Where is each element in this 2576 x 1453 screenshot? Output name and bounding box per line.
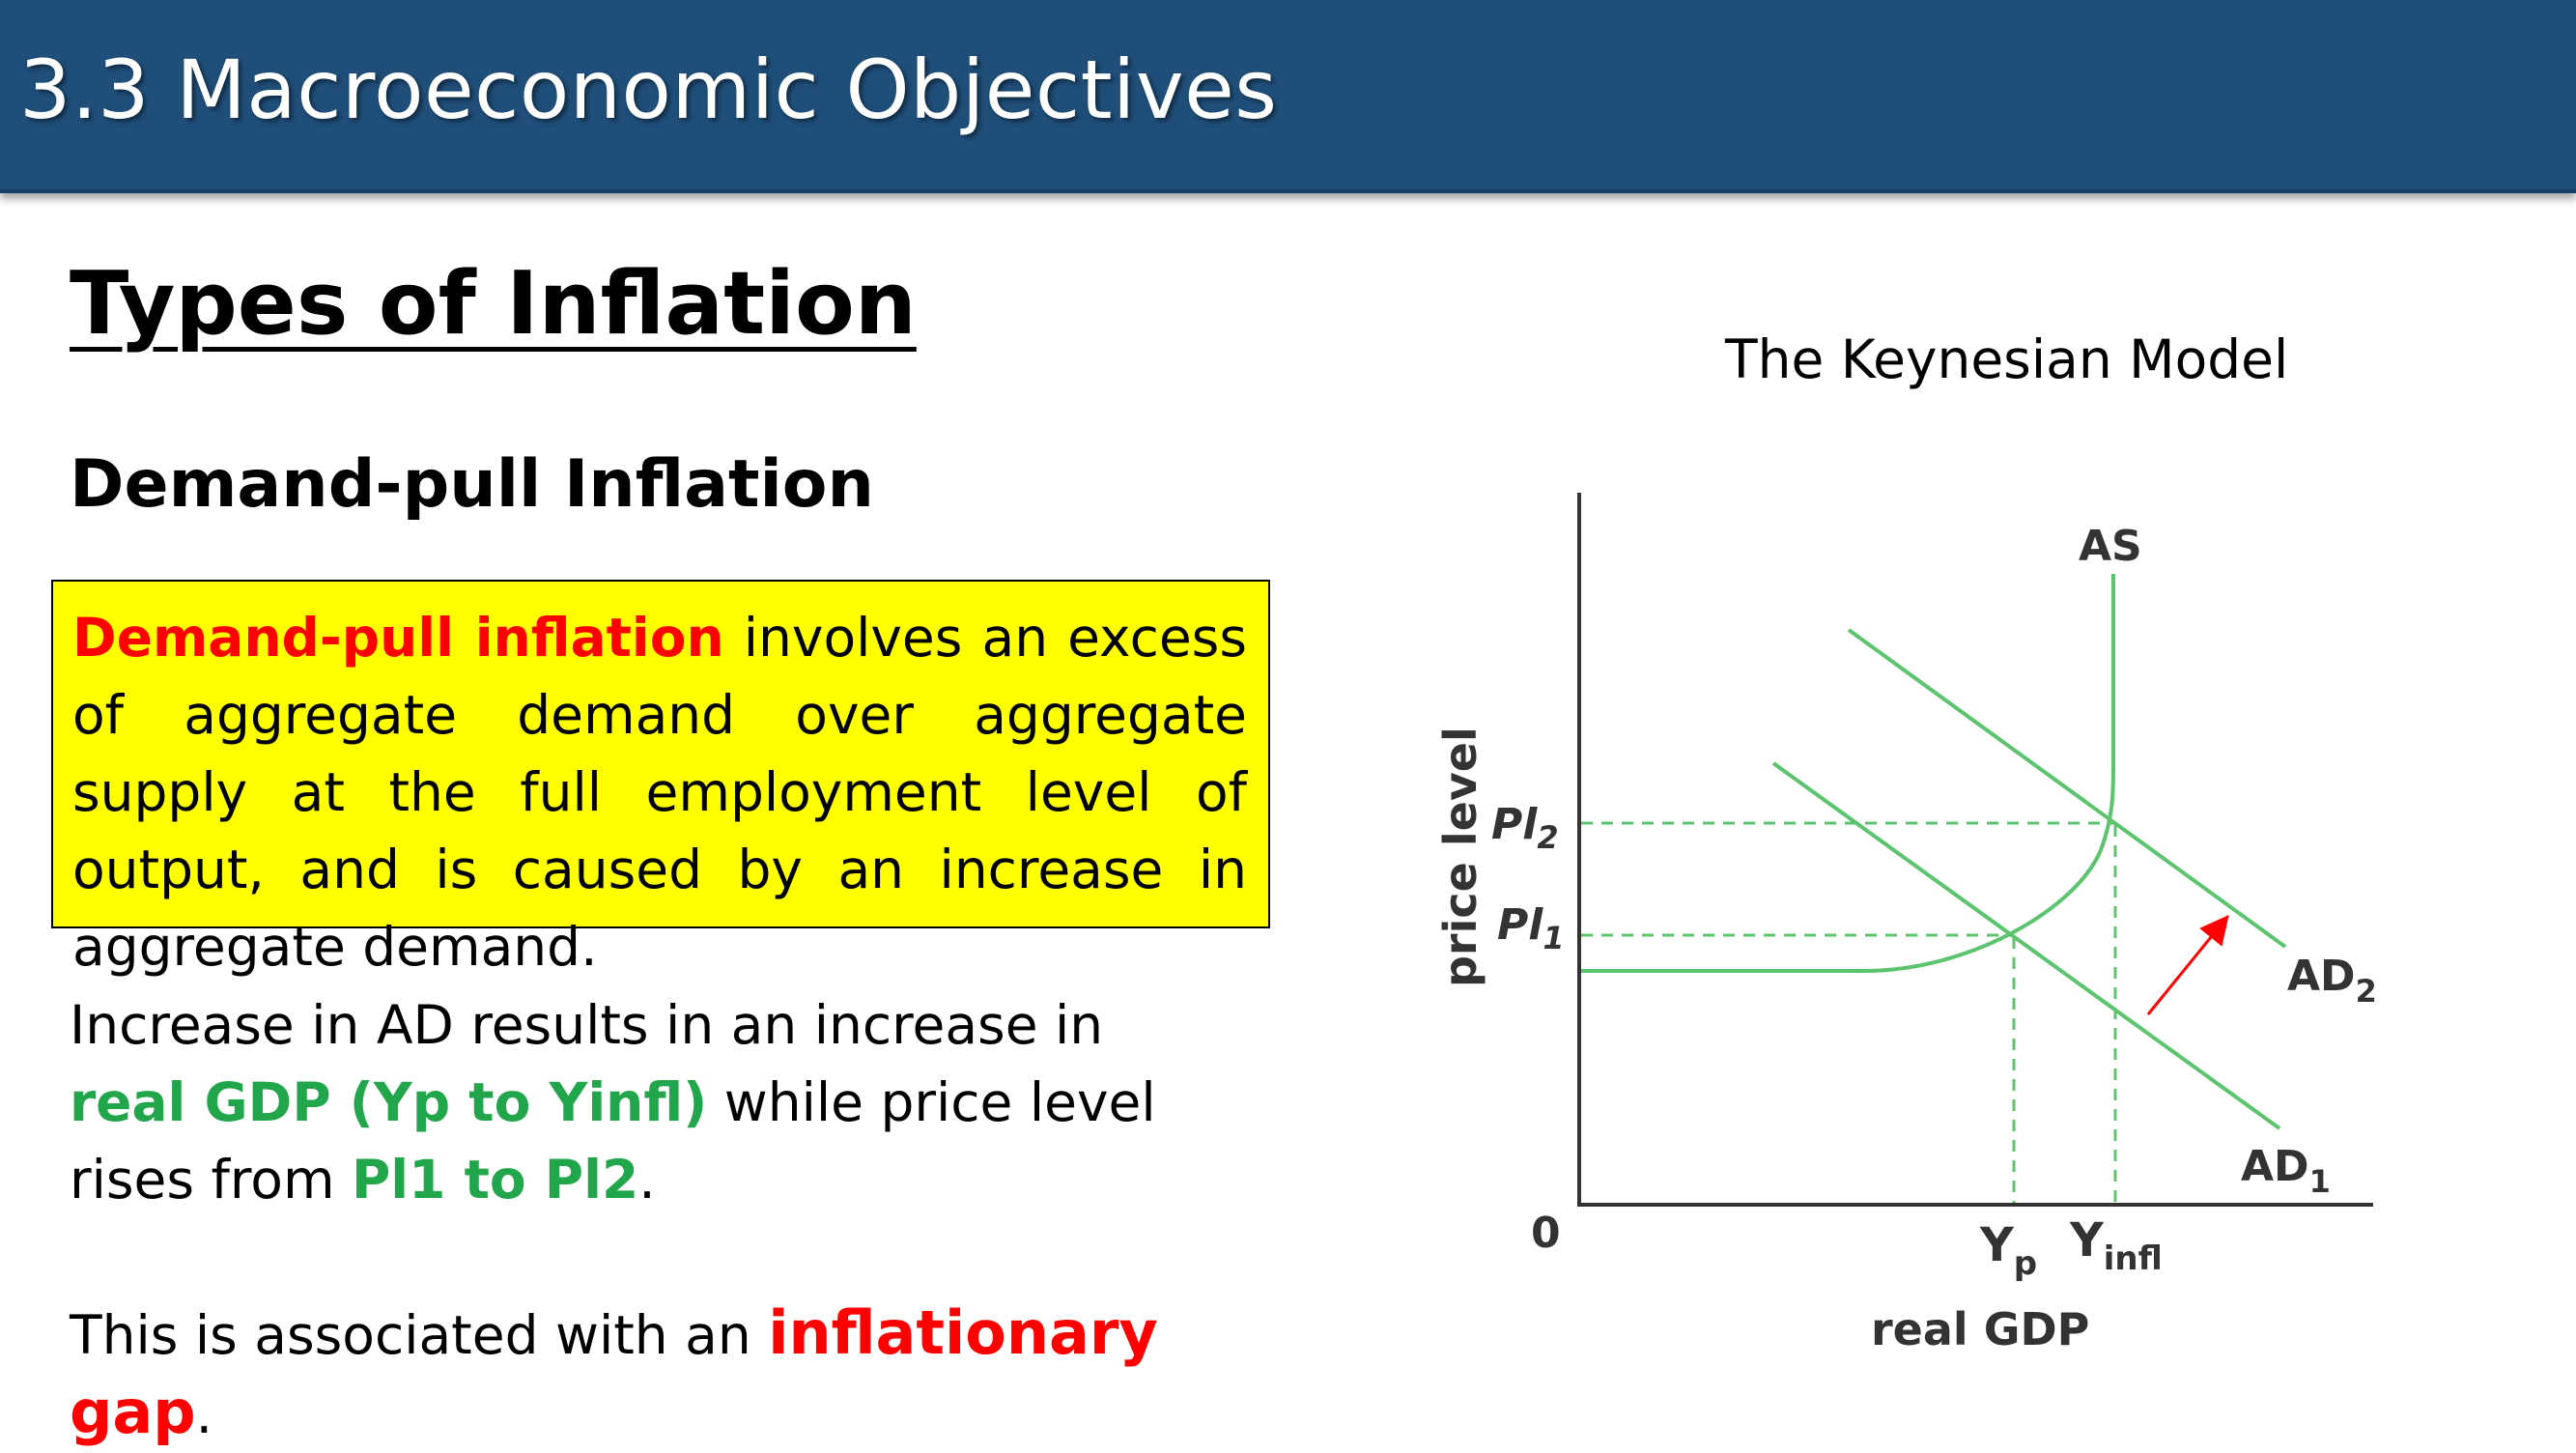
slide-title: 3.3 Macroeconomic Objectives	[19, 43, 1278, 137]
explanation-part-3: .	[638, 1149, 656, 1211]
slide-header: 3.3 Macroeconomic Objectives	[0, 0, 2576, 193]
gap-highlight: inflationary gap	[70, 1297, 1158, 1447]
ad2-curve	[1847, 628, 2287, 949]
definition-body: involves an excess of aggregate demand o…	[72, 607, 1247, 978]
yp-label: Yp	[1979, 1218, 2037, 1283]
definition-term: Demand-pull inflation	[72, 607, 724, 669]
explanation-part-2: while price level rises from	[70, 1071, 1156, 1211]
section-title: Types of Inflation	[70, 253, 917, 355]
yinfl-label: Yinfl	[2069, 1213, 2163, 1278]
definition-text: Demand-pull inflation involves an excess…	[72, 599, 1247, 985]
explanation-highlight-gdp: real GDP (Yp to Yinfl)	[70, 1071, 708, 1133]
subsection-title: Demand-pull Inflation	[70, 446, 874, 523]
pl2-label: Pl2	[1491, 800, 1559, 856]
gap-paragraph: This is associated with an inflationary …	[70, 1295, 1277, 1453]
as-curve	[1581, 574, 2115, 973]
y-axis-label: price level	[1434, 726, 1486, 987]
ad1-curve	[1771, 761, 2281, 1130]
explanation-highlight-price: Pl1 to Pl2	[352, 1149, 639, 1211]
gap-part-1: This is associated with an	[70, 1304, 769, 1366]
as-label: AS	[2079, 522, 2142, 571]
explanation-part-1: Increase in AD results in an increase in	[70, 994, 1104, 1056]
ad-shift-arrow	[2146, 915, 2229, 1015]
ad2-label: AD2	[2287, 952, 2377, 1010]
x-axis-label: real GDP	[1871, 1303, 2089, 1355]
pl1-label: Pl1	[1497, 900, 1565, 956]
explanation-paragraph: Increase in AD results in an increase in…	[70, 986, 1277, 1218]
definition-box: Demand-pull inflation involves an excess…	[51, 580, 1270, 978]
diagram-title: The Keynesian Model	[1725, 328, 2289, 390]
origin-label: 0	[1531, 1209, 1561, 1258]
ad1-label: AD1	[2241, 1142, 2331, 1200]
gap-part-2: .	[195, 1383, 213, 1445]
